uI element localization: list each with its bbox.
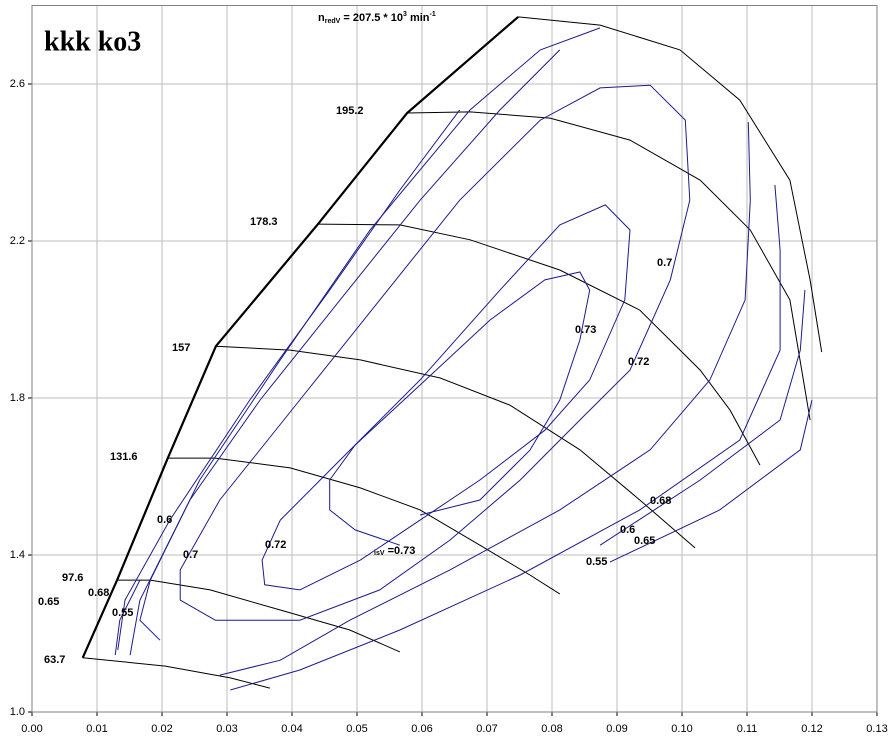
label-part: redV [325, 18, 341, 25]
labels: 0.00 0.01 0.02 0.03 0.04 0.05 0.06 0.07 0.08 0.09… [10, 11, 888, 735]
efficiency-label: 0.7 [183, 549, 198, 561]
x-tick-label: 0.05 [346, 723, 367, 735]
series-line [167, 457, 561, 595]
surge-line [81, 16, 519, 659]
efficiency-label: isV =0.73 [374, 545, 415, 557]
efficiency-label: 0.55 [112, 607, 133, 619]
efficiency-label: 0.68 [88, 587, 109, 599]
chart-title: kkk ko3 [44, 26, 141, 57]
x-tick-label: 0.12 [801, 723, 822, 735]
y-tick-label: 2.6 [10, 78, 25, 90]
y-tick-label: 1.4 [10, 549, 25, 561]
series-line [215, 345, 696, 549]
top-label: nredV = 207.5 * 103 min-1 [318, 11, 436, 25]
series-line [82, 657, 271, 689]
series-line [139, 27, 751, 676]
speed-label: 97.6 [62, 572, 83, 584]
label-part: 3 [403, 11, 407, 18]
x-tick-label: 0.04 [281, 723, 302, 735]
x-tick-label: 0.10 [671, 723, 692, 735]
speed-label: 63.7 [44, 654, 65, 666]
x-tick-label: 0.06 [411, 723, 432, 735]
x-tick-label: 0.09 [606, 723, 627, 735]
speed-label: 131.6 [110, 451, 138, 463]
series-line [117, 579, 401, 653]
label-part: n [318, 12, 325, 24]
series-line [407, 111, 811, 421]
x-tick-label: 0.00 [21, 723, 42, 735]
x-tick-label: 0.01 [86, 723, 107, 735]
efficiency-label: 0.73 [575, 324, 596, 336]
efficiency-label: 0.6 [157, 514, 172, 526]
x-tick-label: 0.07 [476, 723, 497, 735]
series-line [129, 49, 781, 691]
label-part: min [407, 12, 430, 24]
series-line [261, 204, 631, 591]
label-part: isV [374, 550, 385, 557]
y-tick-label: 1.8 [10, 392, 25, 404]
series-line [117, 109, 806, 651]
label-part: -1 [430, 11, 436, 18]
x-tick-label: 0.13 [866, 723, 887, 735]
lines [81, 16, 823, 691]
speed-label: 178.3 [250, 216, 278, 228]
series-line [317, 223, 761, 466]
x-tick-label: 0.02 [151, 723, 172, 735]
series-line [114, 399, 813, 656]
series-line [179, 84, 691, 621]
y-tick-label: 2.2 [10, 235, 25, 247]
efficiency-label: 0.55 [586, 556, 607, 568]
grid [28, 5, 878, 716]
x-tick-label: 0.11 [737, 723, 758, 735]
label-part: =0.73 [385, 545, 416, 557]
y-tick-label: 1.0 [10, 706, 25, 718]
efficiency-label: 0.72 [628, 356, 649, 368]
efficiency-label: 0.72 [265, 539, 286, 551]
speed-label: 157 [172, 342, 190, 354]
efficiency-label: 0.65 [634, 535, 655, 547]
efficiency-label: 0.65 [38, 596, 59, 608]
speed-label: 195.2 [336, 105, 364, 117]
efficiency-label: 0.68 [650, 495, 671, 507]
efficiency-label: 0.7 [657, 257, 672, 269]
x-tick-label: 0.03 [216, 723, 237, 735]
efficiency-label: 0.6 [620, 524, 635, 536]
x-tick-label: 0.08 [541, 723, 562, 735]
label-part: = 207.5 * 10 [340, 12, 403, 24]
plot-frame [31, 5, 878, 713]
series-line [518, 16, 823, 353]
